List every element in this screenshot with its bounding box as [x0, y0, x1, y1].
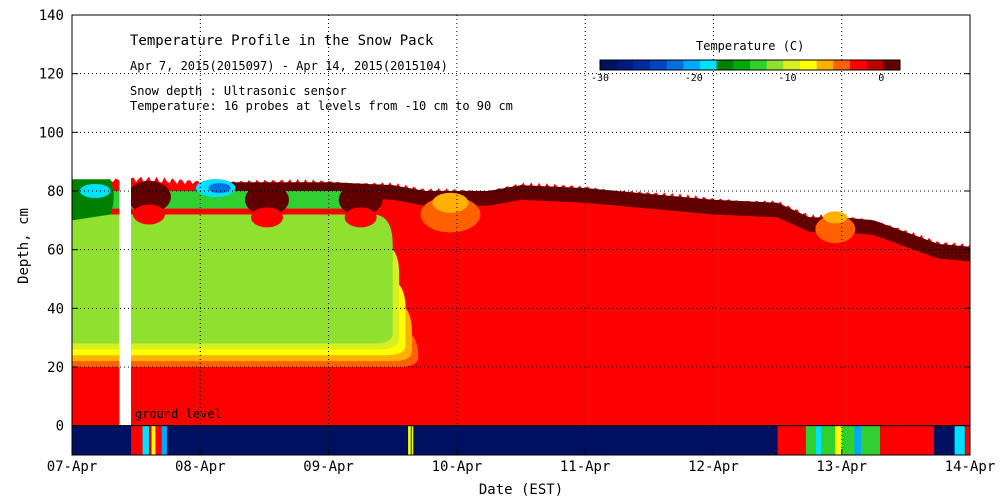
note-snow-depth: Snow depth : Ultrasonic sensor: [130, 84, 347, 98]
x-tick-label: 11-Apr: [560, 459, 611, 475]
warm-dip-inner-2: [823, 211, 848, 224]
ground-strip-segment-12: [880, 425, 935, 455]
y-tick-label: 40: [47, 301, 64, 317]
ground-temperature-strip: [72, 425, 970, 455]
ground-strip-segment-3: [151, 425, 156, 455]
colorbar-cell: [650, 60, 668, 70]
colorbar-cell: [716, 60, 734, 70]
colorbar-cell: [883, 60, 901, 70]
x-tick-label: 14-Apr: [945, 459, 996, 475]
crust-bump-3: [338, 183, 383, 216]
colorbar-cell: [683, 60, 701, 70]
plot-frame: [71, 14, 971, 456]
colorbar-title: Temperature (C): [696, 39, 804, 53]
colorbar-cell: [700, 60, 718, 70]
colorbar-legend: Temperature (C) -30 -20 -10 0: [591, 39, 901, 84]
colorbar-frame: [599, 59, 901, 71]
x-tick-label: 10-Apr: [432, 459, 483, 475]
x-tick-label: 13-Apr: [816, 459, 867, 475]
x-axis-label: Date (EST): [479, 482, 563, 498]
crust-core-2: [250, 207, 283, 228]
plot-area: [72, 176, 970, 455]
ground-strip-segment-11: [854, 425, 861, 455]
x-tick-label: 12-Apr: [688, 459, 739, 475]
colorbar-cell: [816, 60, 834, 70]
colorbar-cell: [750, 60, 768, 70]
chart-subtitle: Apr 7, 2015(2015097) - Apr 14, 2015(2015…: [130, 59, 448, 73]
colorbar-cell: [633, 60, 651, 70]
crust-bump-2: [244, 183, 289, 216]
colorbar-tick-label: 0: [878, 73, 884, 84]
y-tick-label: 80: [47, 184, 64, 200]
pocket-cyan-1: [79, 184, 111, 198]
x-tick-label: 09-Apr: [303, 459, 354, 475]
colorbar-cell: [800, 60, 818, 70]
crust-bump-1: [126, 180, 171, 213]
crust-core-1: [132, 204, 165, 225]
grid: [72, 15, 970, 455]
colorbar-cell: [850, 60, 868, 70]
x-tick-label: 07-Apr: [47, 459, 98, 475]
snow-temperature-layers: [72, 176, 970, 455]
y-axis-label: Depth, cm: [16, 208, 32, 284]
colorbar-cell: [766, 60, 784, 70]
colorbar-tick-label: -20: [685, 73, 703, 84]
ground-strip-segment-9: [816, 425, 822, 455]
ground-strip-segment-10: [835, 425, 842, 455]
ground-strip-segment-4: [161, 425, 167, 455]
ground-strip-segment-2: [142, 425, 149, 455]
y-tick-label: 100: [39, 125, 64, 141]
colorbar-cell: [733, 60, 751, 70]
pocket-blue-2: [208, 183, 231, 194]
band-light-green: [72, 214, 393, 344]
ground-level-label: ground level: [135, 407, 222, 421]
chart-title: Temperature Profile in the Snow Pack: [130, 33, 434, 49]
ground-strip-segment-13: [954, 425, 965, 455]
y-tick-label: 140: [39, 8, 64, 24]
colorbar-cell: [866, 60, 884, 70]
axes: 07-Apr 08-Apr 09-Apr 10-Apr 11-Apr 12-Apr 13-A…: [39, 8, 996, 475]
x-tick-label: 08-Apr: [175, 459, 226, 475]
note-temperature: Temperature: 16 probes at levels from -1…: [130, 99, 513, 113]
colorbar-cell: [833, 60, 851, 70]
crust-core-3: [344, 207, 377, 228]
colorbar-tick-label: -30: [591, 73, 609, 84]
y-tick-label: 120: [39, 67, 64, 83]
data-gap-bar: [119, 176, 132, 455]
y-tick-label: 60: [47, 243, 64, 259]
colorbar-tick-label: -10: [778, 73, 796, 84]
warm-dip-outer-2: [815, 215, 856, 244]
y-tick-label: 0: [56, 419, 64, 435]
colorbar-cell: [783, 60, 801, 70]
y-tick-label: 20: [47, 360, 64, 376]
warm-dip-inner-1: [432, 192, 469, 213]
colorbar-cell: [666, 60, 684, 70]
colorbar-cell: [600, 60, 618, 70]
ground-strip-segment-14: [964, 425, 970, 455]
ground-strip-segment-7: [777, 425, 806, 455]
ground-strip-segment-6: [410, 425, 412, 455]
colorbar-cell: [616, 60, 634, 70]
